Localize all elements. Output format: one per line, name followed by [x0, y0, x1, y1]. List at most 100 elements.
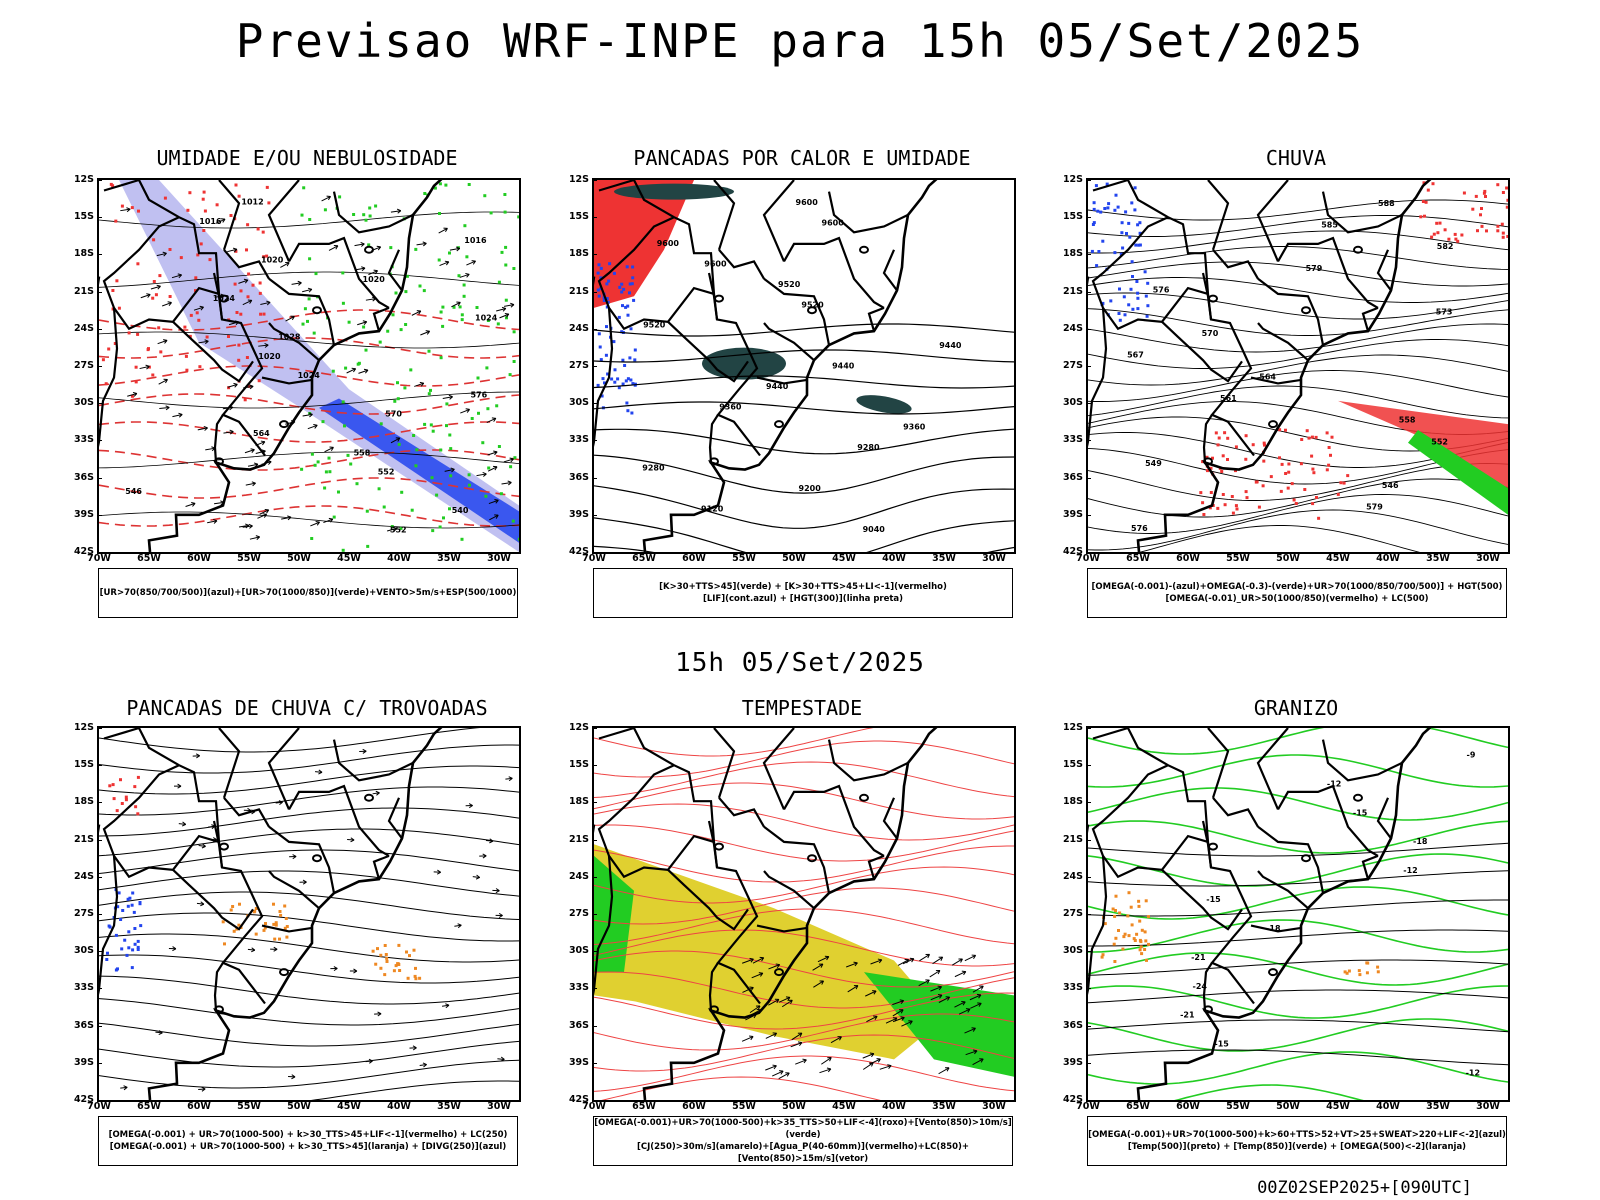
- thunderstorm-area-orange: [418, 976, 422, 980]
- latitude-tick-label: 27S: [568, 360, 589, 371]
- thunderstorm-area-orange: [235, 927, 239, 931]
- omega-area-blue: [1137, 243, 1141, 247]
- border-line: [223, 249, 270, 280]
- thunderstorm-area-orange: [385, 960, 389, 963]
- latitude-tick: [592, 254, 597, 256]
- thunderstorm-area-orange: [371, 949, 375, 953]
- low-level-humidity-mark: [367, 243, 371, 247]
- thickness-label-mark: [234, 249, 238, 253]
- omega-area-blue: [1118, 318, 1122, 322]
- latitude-tick-label: 30S: [568, 945, 589, 957]
- border-line: [1321, 191, 1403, 234]
- streamline-arrow: [275, 800, 283, 806]
- wind-vector: [346, 367, 357, 374]
- lifted-index-contour: [625, 401, 629, 405]
- latitude-tick: [1086, 1025, 1091, 1027]
- low-level-humidity-mark: [463, 224, 467, 228]
- wind-vector: [390, 208, 402, 214]
- low-level-humidity-mark: [323, 208, 327, 212]
- latitude-tick-label: 12S: [568, 722, 589, 733]
- streamline: [1088, 370, 1508, 402]
- lifted-index-contour: [616, 377, 620, 381]
- longitude-tick-label: 50W: [782, 553, 806, 564]
- latitude-tick: [97, 1025, 102, 1027]
- thickness-label-mark: [208, 258, 212, 262]
- divergence-area-blue: [123, 938, 127, 942]
- lifted-index-contour: [620, 282, 624, 286]
- border-line: [756, 376, 808, 385]
- rain-area-red: [1501, 231, 1505, 235]
- latitude-tick: [97, 254, 102, 256]
- omega-area-blue: [1146, 304, 1150, 308]
- contour-label: 9600: [796, 198, 819, 207]
- latitude-tick: [1086, 514, 1091, 516]
- lifted-index-contour: [622, 287, 626, 291]
- low-level-humidity-mark: [437, 258, 441, 262]
- run-time-footer: 00Z02SEP2025+[090UTC]: [1257, 1178, 1472, 1198]
- latitude-tick-label: 15S: [73, 211, 94, 223]
- thickness-label-mark: [107, 347, 111, 351]
- thunderstorm-area-orange: [272, 922, 276, 926]
- thickness-label-mark: [185, 368, 189, 372]
- lake-outline: [1353, 245, 1363, 254]
- low-level-humidity-mark: [504, 245, 508, 249]
- latitude-tick: [97, 440, 102, 442]
- temperature-500-contour: [1088, 870, 1508, 887]
- divergence-area-blue: [136, 945, 140, 949]
- omega-area-orange: [1127, 891, 1131, 895]
- border-line: [261, 924, 313, 933]
- lifted-index-contour: [607, 279, 611, 283]
- temperature-850-contour: [1088, 1051, 1508, 1085]
- streamline-arrow: [441, 1003, 450, 1009]
- low-level-humidity-mark: [390, 525, 394, 528]
- omega-area-orange: [1147, 915, 1150, 919]
- pressure-contour: [99, 511, 519, 529]
- latitude-tick-label: 33S: [1062, 982, 1083, 994]
- lifted-index-contour: [624, 379, 628, 383]
- thickness-label-mark: [265, 254, 269, 258]
- omega-area-orange: [1114, 894, 1118, 898]
- omega-area-blue: [1143, 270, 1147, 274]
- wind-vector: [161, 301, 172, 307]
- contour-label: 9600: [822, 219, 845, 228]
- omega-area-orange: [1139, 945, 1143, 949]
- thunderstorm-area-red: [115, 809, 119, 813]
- wind-vector: [938, 996, 951, 1003]
- wind-vector: [444, 467, 455, 473]
- thickness-label-mark: [184, 354, 188, 358]
- latitude-tick-label: 21S: [1062, 833, 1083, 845]
- latitude-tick-label: 33S: [568, 434, 589, 446]
- latitude-tick: [1086, 217, 1091, 219]
- wind-vector: [954, 970, 967, 978]
- lake-outline: [714, 842, 724, 851]
- rain-area-red: [1424, 200, 1428, 204]
- divergence-area-blue: [120, 947, 124, 951]
- low-level-humidity-mark: [462, 283, 466, 287]
- longitude-tick-label: 50W: [782, 1101, 806, 1112]
- thunderstorm-area-orange: [283, 926, 287, 930]
- map-area: -9 -12 -15 -18 -12 -15 -18 -21 -24 -21 -15 -12: [1086, 726, 1510, 1102]
- latitude-tick-label: 30S: [73, 397, 94, 409]
- contour-label: 558: [1399, 416, 1416, 425]
- contour-label: 9200: [799, 484, 822, 493]
- longitude-tick-label: 30W: [982, 553, 1006, 564]
- thickness-label-mark: [256, 227, 260, 231]
- rain-area-red: [1327, 446, 1331, 449]
- low-level-humidity-mark: [412, 434, 416, 437]
- omega-area-blue: [1136, 296, 1140, 300]
- wind-vector: [390, 437, 401, 444]
- latitude-tick-label: 39S: [1062, 508, 1083, 520]
- streamline: [1088, 385, 1508, 419]
- thickness-label-mark: [151, 296, 155, 300]
- lake-outline: [859, 245, 869, 254]
- wind-vector: [449, 246, 461, 252]
- latitude-tick-label: 42S: [73, 546, 94, 557]
- latitude-tick-label: 39S: [73, 1056, 94, 1068]
- thickness-label-mark: [234, 183, 238, 187]
- wind-vector: [932, 956, 944, 965]
- wind-vector: [323, 517, 334, 524]
- lifted-index-contour: [599, 276, 603, 280]
- latitude-tick: [97, 291, 102, 293]
- wind-vector: [954, 1001, 966, 1008]
- low-level-humidity-mark: [484, 494, 488, 498]
